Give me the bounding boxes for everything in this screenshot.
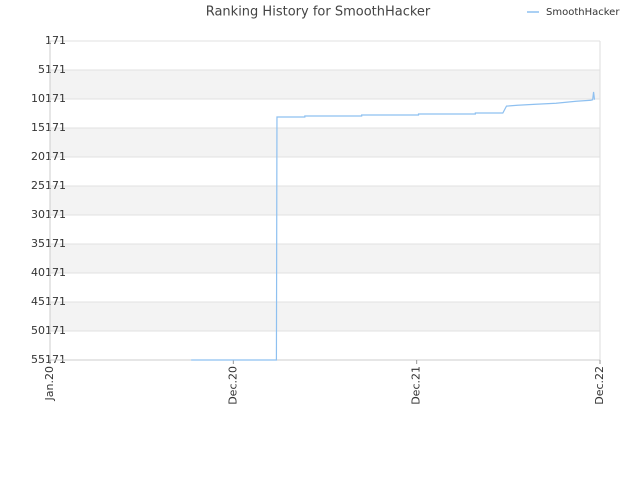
y-tick-label: 40171 <box>31 266 66 279</box>
series-line <box>191 91 596 361</box>
y-tick-label: 35171 <box>31 237 66 250</box>
y-tick-label: 30171 <box>31 208 66 221</box>
chart-title: Ranking History for SmoothHacker <box>206 5 431 20</box>
y-tick-label: 50171 <box>31 324 66 337</box>
x-tick-label: Dec.21 <box>410 366 423 405</box>
plot-band <box>50 128 600 157</box>
plot-band <box>50 215 600 244</box>
y-tick-label: 10171 <box>31 92 66 105</box>
y-tick-label: 55171 <box>31 353 66 366</box>
y-tick-label: 20171 <box>31 150 66 163</box>
plot-band <box>50 70 600 99</box>
plot-band <box>50 244 600 273</box>
plot-band <box>50 41 600 70</box>
y-tick-label: 25171 <box>31 179 66 192</box>
plot-band <box>50 99 600 128</box>
legend-label: SmoothHacker <box>546 7 620 18</box>
y-tick-label: 5171 <box>38 63 66 76</box>
plot-band <box>50 273 600 302</box>
plot-band <box>50 302 600 331</box>
x-tick-label: Dec.20 <box>226 366 239 405</box>
x-tick-label: Dec.22 <box>593 366 606 405</box>
plot-band <box>50 186 600 215</box>
y-tick-label: 15171 <box>31 121 66 134</box>
x-tick-label: Jan.20 <box>43 366 56 401</box>
plot-band <box>50 331 600 360</box>
y-tick-label: 171 <box>45 34 66 47</box>
plot-band <box>50 157 600 186</box>
y-tick-label: 45171 <box>31 295 66 308</box>
